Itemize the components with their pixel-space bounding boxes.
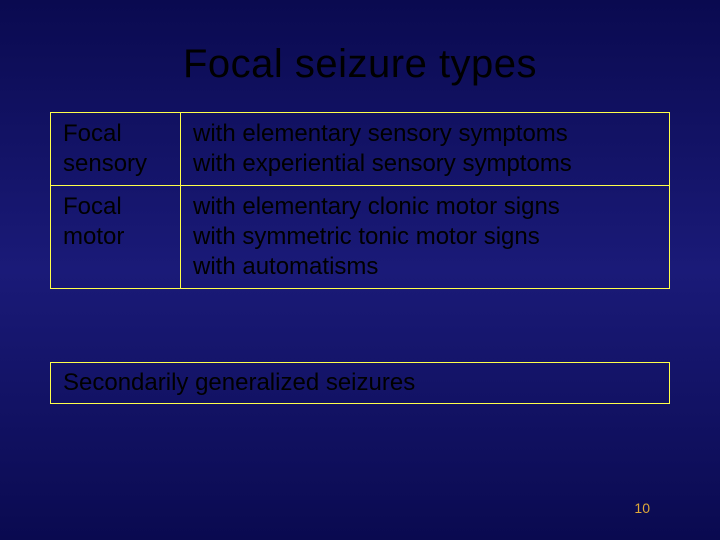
table-row: Focal sensory with elementary sensory sy… (51, 113, 670, 186)
desc-cell: with elementary clonic motor signs with … (181, 186, 670, 289)
desc-line: with symmetric tonic motor signs (193, 223, 540, 250)
seizure-types-table: Focal sensory with elementary sensory sy… (50, 112, 670, 289)
desc-line: with automatisms (193, 253, 378, 280)
desc-line: with elementary clonic motor signs (193, 193, 560, 220)
type-label-line1: Focal (63, 120, 122, 147)
desc-line: with elementary sensory symptoms (193, 120, 568, 147)
type-cell: Focal motor (51, 186, 181, 289)
type-label-line1: Focal (63, 193, 122, 220)
subtitle-box: Secondarily generalized seizures (50, 362, 670, 404)
desc-line: with experiential sensory symptoms (193, 150, 572, 177)
type-cell: Focal sensory (51, 113, 181, 186)
table-row: Focal motor with elementary clonic motor… (51, 186, 670, 289)
desc-cell: with elementary sensory symptoms with ex… (181, 113, 670, 186)
slide: Focal seizure types Focal sensory with e… (0, 0, 720, 540)
type-label-line2: motor (63, 223, 124, 250)
slide-title: Focal seizure types (0, 42, 720, 87)
page-number: 10 (634, 500, 650, 516)
type-label-line2: sensory (63, 150, 147, 177)
